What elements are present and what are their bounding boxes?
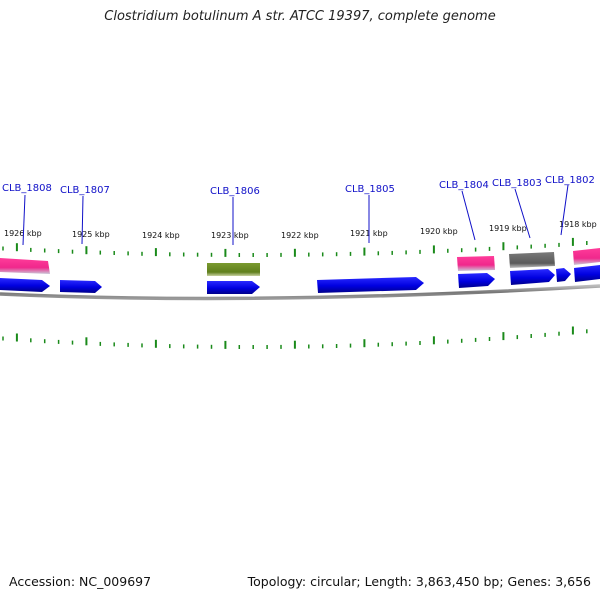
cds-arrow[interactable] bbox=[317, 277, 424, 293]
callout-line bbox=[22, 194, 26, 246]
cds-arrow[interactable] bbox=[207, 281, 260, 294]
kbp-label: 1924 kbp bbox=[142, 231, 180, 240]
callout-line bbox=[81, 195, 84, 245]
cds-arrow[interactable] bbox=[556, 268, 571, 282]
cds-track bbox=[0, 265, 600, 294]
cds-arrow[interactable] bbox=[0, 278, 50, 292]
map-title: Clostridium botulinum A str. ATCC 19397,… bbox=[104, 9, 496, 24]
kbp-label: 1923 kbp bbox=[211, 231, 249, 240]
gene-label-clb-1802[interactable]: CLB_1802 bbox=[545, 175, 595, 186]
accession-text: Accession: NC_009697 bbox=[9, 574, 152, 589]
feature-track bbox=[0, 248, 600, 276]
cds-arrow[interactable] bbox=[510, 269, 555, 285]
gene-label-clb-1807[interactable]: CLB_1807 bbox=[60, 185, 110, 196]
gene-label-clb-1806[interactable]: CLB_1806 bbox=[210, 186, 260, 197]
callout-line bbox=[461, 190, 476, 241]
kbp-label: 1925 kbp bbox=[72, 230, 110, 239]
cds-arrow[interactable] bbox=[574, 265, 600, 282]
gene-label-clb-1803[interactable]: CLB_1803 bbox=[492, 178, 542, 189]
kbp-label: 1920 kbp bbox=[420, 227, 458, 236]
gene-callouts bbox=[22, 184, 569, 246]
cds-arrow[interactable] bbox=[60, 280, 102, 293]
gene-feature-pink[interactable] bbox=[457, 256, 495, 271]
kbp-label: 1922 kbp bbox=[281, 231, 319, 240]
gene-label-clb-1805[interactable]: CLB_1805 bbox=[345, 184, 395, 195]
kbp-ticks-lower bbox=[2, 326, 588, 349]
cds-arrow[interactable] bbox=[458, 273, 495, 288]
kbp-label: 1918 kbp bbox=[559, 220, 597, 229]
kbp-ticks-upper bbox=[2, 237, 588, 257]
gene-label-clb-1804[interactable]: CLB_1804 bbox=[439, 180, 489, 191]
gene-label-clb-1808[interactable]: CLB_1808 bbox=[2, 183, 52, 194]
gene-feature-gray[interactable] bbox=[509, 252, 555, 268]
callout-line bbox=[560, 184, 569, 236]
callout-line bbox=[514, 188, 531, 239]
genome-backbone bbox=[0, 284, 600, 301]
gene-feature-pink[interactable] bbox=[573, 248, 600, 265]
gene-feature-pink[interactable] bbox=[0, 258, 50, 274]
gene-feature-olive[interactable] bbox=[207, 263, 260, 276]
genome-info-text: Topology: circular; Length: 3,863,450 bp… bbox=[247, 574, 591, 589]
kbp-label: 1919 kbp bbox=[489, 224, 527, 233]
kbp-label: 1926 kbp bbox=[4, 229, 42, 238]
